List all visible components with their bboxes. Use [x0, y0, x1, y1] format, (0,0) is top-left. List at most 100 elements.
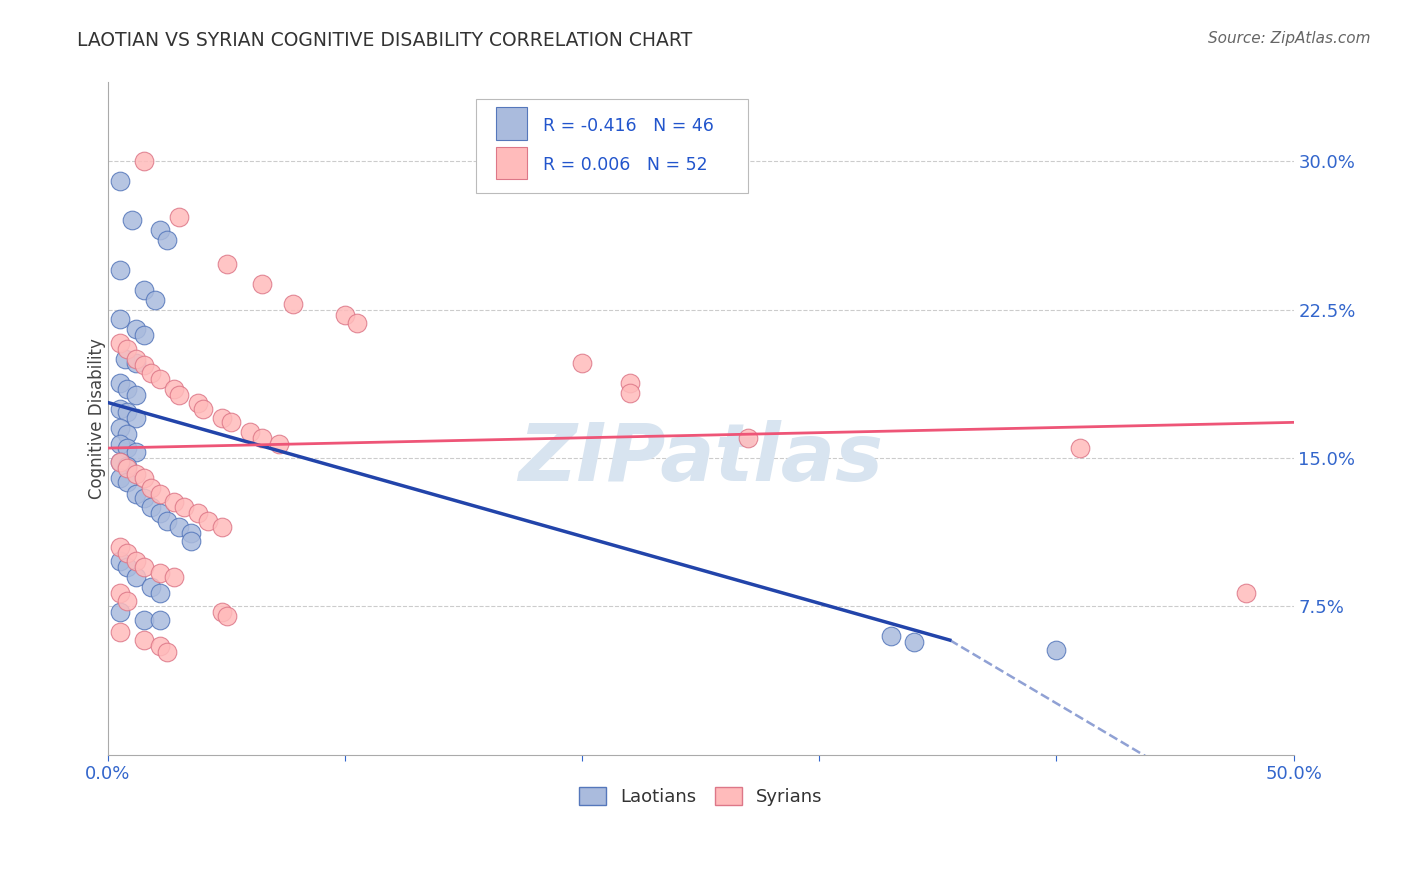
FancyBboxPatch shape — [475, 99, 748, 193]
Point — [145, 293, 167, 307]
Point — [125, 467, 148, 481]
Point — [221, 415, 243, 429]
Point — [180, 526, 202, 541]
Point — [180, 534, 202, 549]
Text: Source: ZipAtlas.com: Source: ZipAtlas.com — [1208, 31, 1371, 46]
Point — [108, 455, 131, 469]
Point — [139, 481, 162, 495]
Point — [139, 366, 162, 380]
Point — [281, 296, 304, 310]
Point — [156, 233, 179, 247]
Point — [173, 500, 195, 515]
Point — [108, 421, 131, 435]
Point — [1069, 441, 1091, 455]
Point — [149, 613, 172, 627]
Point — [187, 507, 209, 521]
Point — [346, 317, 368, 331]
Point — [108, 263, 131, 277]
Point — [149, 372, 172, 386]
Text: ZIPatlas: ZIPatlas — [519, 420, 883, 498]
Point — [125, 554, 148, 568]
Text: LAOTIAN VS SYRIAN COGNITIVE DISABILITY CORRELATION CHART: LAOTIAN VS SYRIAN COGNITIVE DISABILITY C… — [77, 31, 693, 50]
Point — [737, 431, 759, 445]
Point — [115, 559, 138, 574]
Point — [139, 580, 162, 594]
Point — [115, 382, 138, 396]
Point — [132, 633, 155, 648]
Point — [187, 395, 209, 409]
Point — [108, 312, 131, 326]
Point — [108, 455, 131, 469]
Y-axis label: Cognitive Disability: Cognitive Disability — [89, 338, 105, 499]
Point — [267, 437, 290, 451]
Text: R = -0.416   N = 46: R = -0.416 N = 46 — [543, 117, 714, 135]
Point — [115, 441, 138, 455]
Point — [167, 210, 190, 224]
Point — [125, 445, 148, 459]
Point — [1045, 643, 1067, 657]
Point — [108, 174, 131, 188]
Point — [125, 387, 148, 401]
Point — [215, 609, 238, 624]
Point — [108, 606, 131, 620]
Point — [132, 491, 155, 505]
FancyBboxPatch shape — [496, 147, 526, 179]
Point — [197, 514, 219, 528]
Point — [115, 475, 138, 489]
Point — [903, 635, 925, 649]
Point — [211, 520, 233, 534]
Point — [132, 471, 155, 485]
Point — [125, 322, 148, 336]
Point — [619, 376, 641, 390]
Point — [163, 570, 186, 584]
Point — [163, 382, 186, 396]
Point — [108, 336, 131, 351]
Point — [250, 277, 273, 291]
Point — [108, 585, 131, 599]
Point — [149, 223, 172, 237]
FancyBboxPatch shape — [496, 107, 526, 140]
Point — [149, 486, 172, 500]
Point — [115, 461, 138, 475]
Point — [132, 283, 155, 297]
Point — [239, 425, 262, 440]
Point — [156, 514, 179, 528]
Point — [215, 257, 238, 271]
Point — [1234, 585, 1257, 599]
Point — [149, 639, 172, 653]
Point — [115, 546, 138, 560]
Point — [108, 471, 131, 485]
Point — [108, 401, 131, 416]
Point — [108, 376, 131, 390]
Point — [156, 645, 179, 659]
Point — [149, 566, 172, 580]
Point — [149, 507, 172, 521]
Point — [139, 500, 162, 515]
Point — [149, 585, 172, 599]
Point — [108, 625, 131, 640]
Point — [571, 356, 593, 370]
Point — [125, 411, 148, 425]
Point — [211, 411, 233, 425]
Point — [125, 570, 148, 584]
Point — [108, 540, 131, 554]
Legend: Laotians, Syrians: Laotians, Syrians — [572, 780, 830, 814]
Text: R = 0.006   N = 52: R = 0.006 N = 52 — [543, 156, 707, 174]
Point — [333, 309, 356, 323]
Point — [132, 358, 155, 372]
Point — [879, 629, 901, 643]
Point — [125, 351, 148, 366]
Point — [115, 427, 138, 442]
Point — [108, 554, 131, 568]
Point — [125, 486, 148, 500]
Point — [619, 385, 641, 400]
Point — [167, 520, 190, 534]
Point — [250, 431, 273, 445]
Point — [132, 559, 155, 574]
Point — [115, 342, 138, 356]
Point — [191, 401, 214, 416]
Point — [115, 593, 138, 607]
Point — [125, 356, 148, 370]
Point — [132, 613, 155, 627]
Point — [108, 437, 131, 451]
